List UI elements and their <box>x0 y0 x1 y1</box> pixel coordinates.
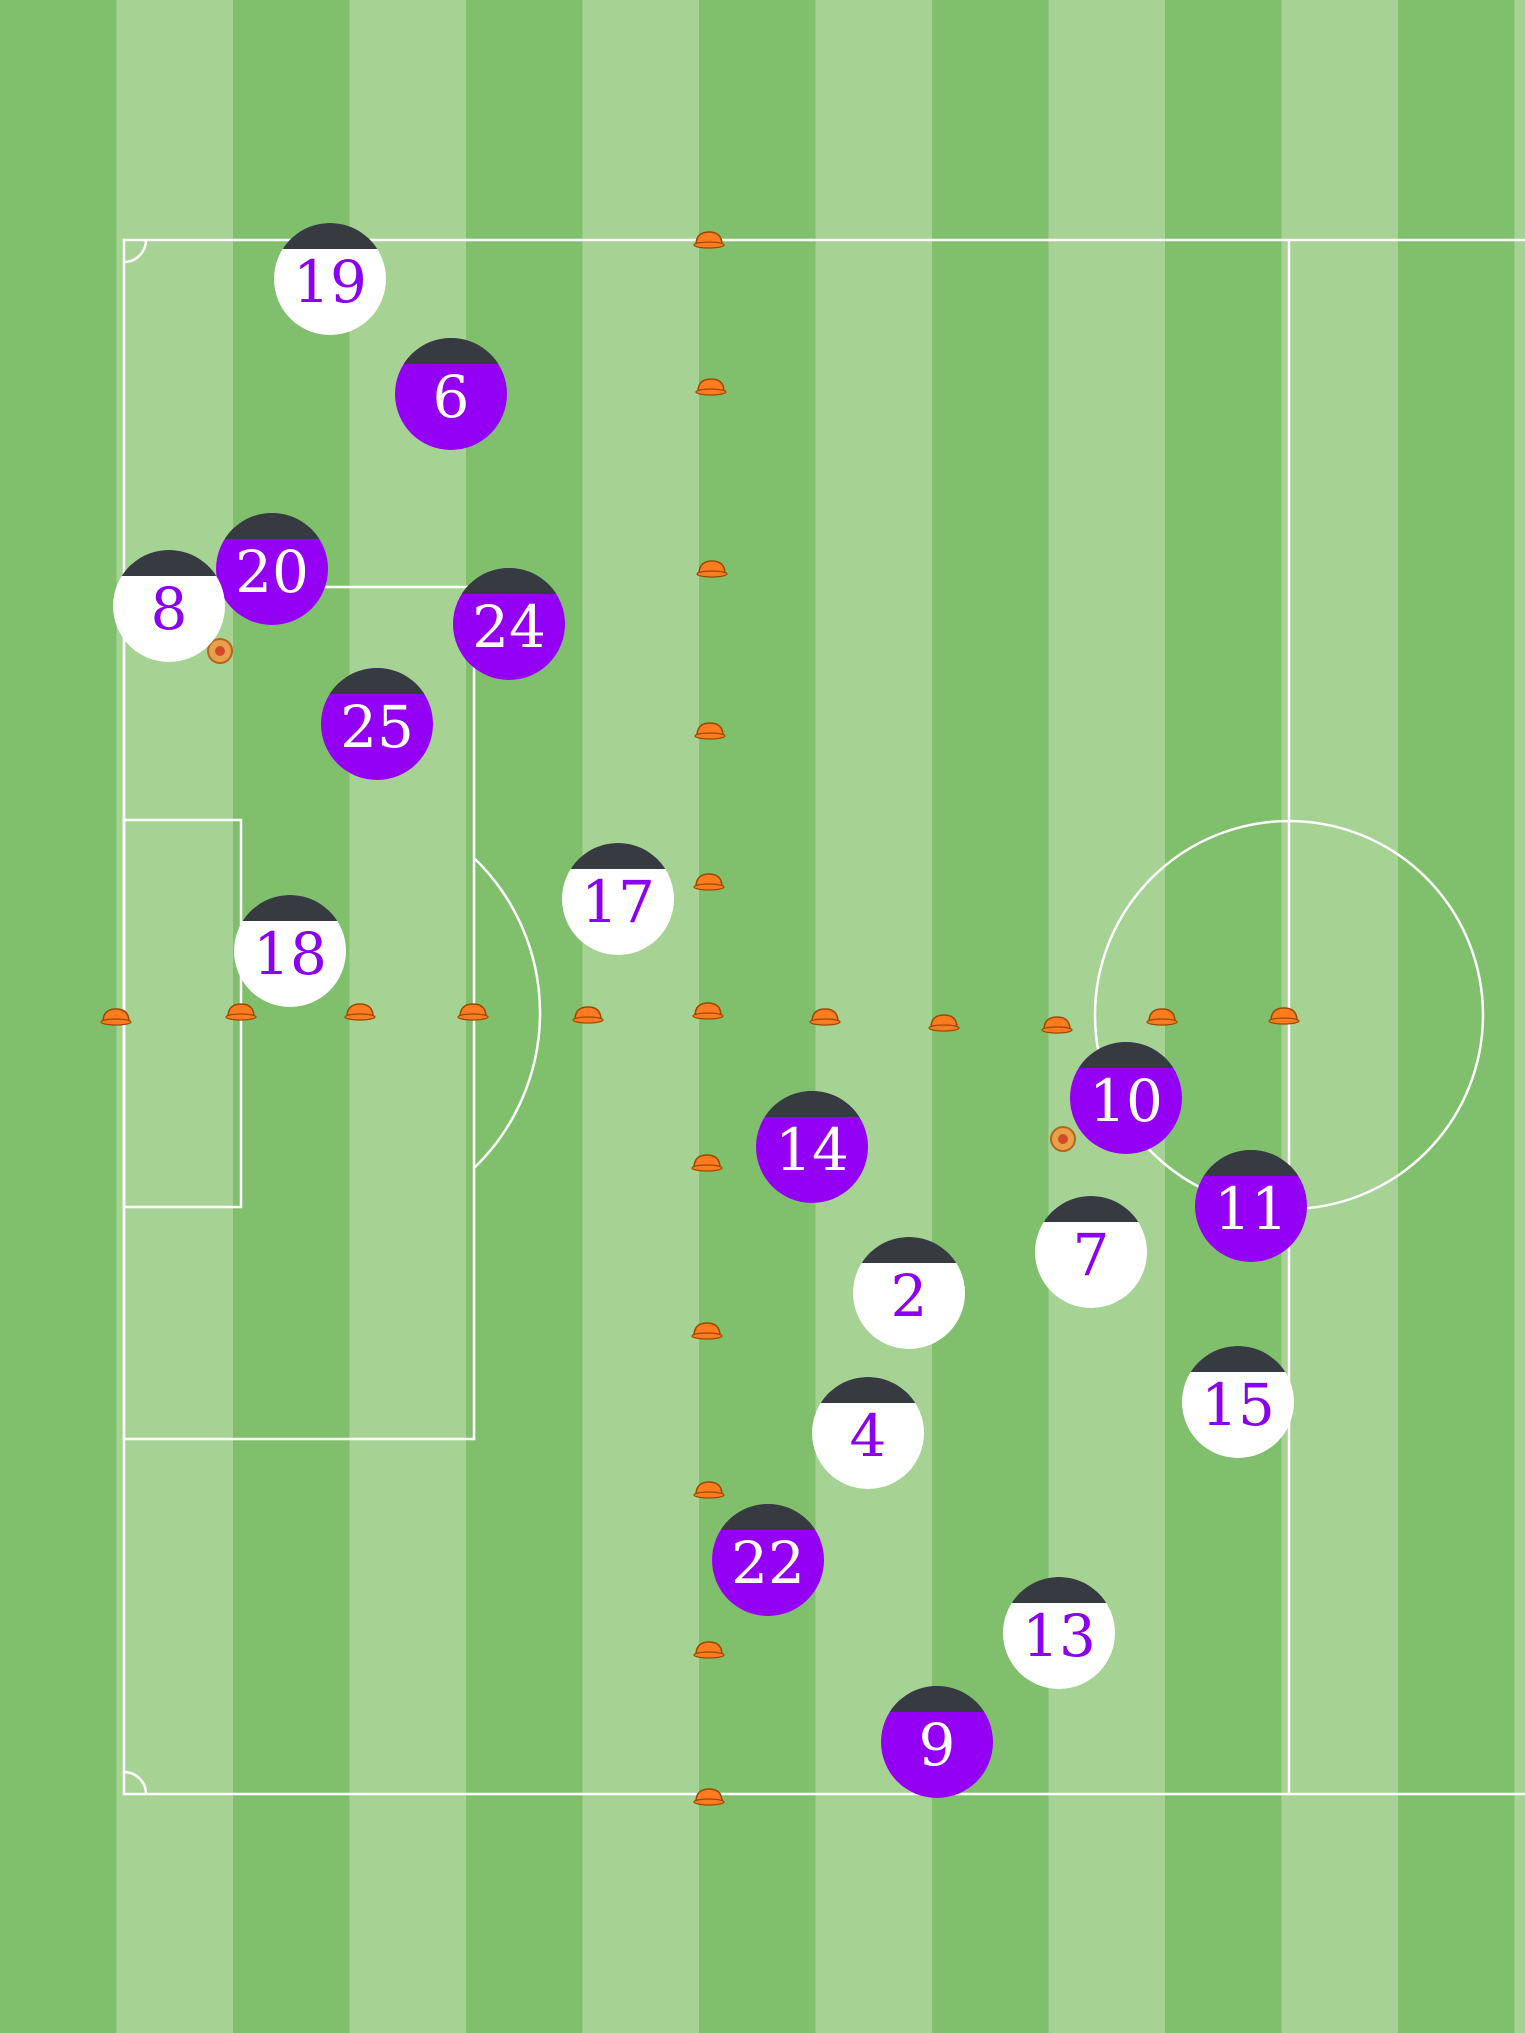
player-cap <box>242 895 338 921</box>
player-cap <box>1078 1042 1174 1068</box>
player-token[interactable]: 7 <box>1035 1195 1147 1308</box>
player-number: 25 <box>340 693 414 761</box>
player-token[interactable]: 13 <box>1003 1577 1115 1689</box>
cone-marker <box>1041 1016 1073 1034</box>
cone-marker <box>693 1481 725 1499</box>
player-cap <box>282 222 378 249</box>
cone-marker <box>696 560 728 578</box>
player-number: 9 <box>919 1711 956 1779</box>
cones-layer <box>100 231 1300 1806</box>
cone-marker <box>928 1014 960 1032</box>
player-number: 8 <box>151 575 188 643</box>
cone-marker <box>1146 1008 1178 1026</box>
player-token[interactable]: 22 <box>712 1504 824 1616</box>
player-token[interactable]: 11 <box>1195 1150 1307 1262</box>
player-number: 7 <box>1073 1221 1110 1289</box>
pitch-stripe <box>1281 0 1399 2033</box>
pitch-stripe <box>1514 0 1525 2033</box>
player-number: 20 <box>235 538 309 606</box>
player-number: 6 <box>433 363 470 431</box>
player-token[interactable]: 9 <box>881 1686 993 1798</box>
cone-marker <box>693 1788 725 1806</box>
player-cap <box>820 1376 916 1403</box>
player-token[interactable]: 17 <box>562 843 674 955</box>
cone-marker <box>693 1641 725 1659</box>
pitch-stripe <box>1398 0 1515 2033</box>
player-number: 18 <box>253 920 327 988</box>
player-cap <box>1190 1346 1286 1372</box>
player-token[interactable]: 20 <box>216 513 328 625</box>
balls-layer <box>207 638 1076 1152</box>
player-cap <box>889 1686 985 1712</box>
player-token[interactable]: 10 <box>1070 1042 1182 1154</box>
ball-icon <box>207 638 233 664</box>
player-cap <box>1043 1195 1139 1222</box>
cone-marker <box>225 1003 257 1021</box>
player-number: 24 <box>472 593 546 661</box>
player-cap <box>461 568 557 594</box>
player-token[interactable]: 19 <box>274 222 386 335</box>
ball-icon <box>1050 1126 1076 1152</box>
player-cap <box>570 843 666 869</box>
player-cap <box>329 668 425 694</box>
pitch-stripe <box>1165 0 1282 2033</box>
player-number: 17 <box>581 868 655 936</box>
player-cap <box>1011 1577 1107 1603</box>
player-cap <box>720 1504 816 1530</box>
player-cap <box>764 1091 860 1117</box>
player-number: 14 <box>775 1116 849 1184</box>
corner-arc-bottom <box>123 1770 148 1795</box>
cone-marker <box>809 1008 841 1026</box>
player-token[interactable]: 14 <box>756 1091 868 1203</box>
player-number: 22 <box>731 1529 805 1597</box>
player-cap <box>1203 1150 1299 1176</box>
cone-marker <box>692 1002 724 1020</box>
player-number: 10 <box>1089 1067 1163 1135</box>
player-cap <box>121 550 217 576</box>
player-number: 11 <box>1214 1175 1288 1243</box>
corner-arc-top <box>123 239 148 264</box>
cone-marker <box>694 722 726 740</box>
player-token[interactable]: 18 <box>234 895 346 1007</box>
player-number: 15 <box>1201 1371 1275 1439</box>
cone-marker <box>572 1006 604 1024</box>
player-number: 19 <box>293 248 367 316</box>
pitch-stripe <box>582 0 700 2033</box>
player-token[interactable]: 15 <box>1182 1346 1294 1458</box>
player-token[interactable]: 24 <box>453 568 565 680</box>
player-number: 4 <box>850 1402 887 1470</box>
penalty-arc <box>473 857 542 1169</box>
player-token[interactable]: 2 <box>853 1236 965 1349</box>
cone-marker <box>695 378 727 396</box>
cone-marker <box>691 1154 723 1172</box>
cone-marker <box>344 1003 376 1021</box>
player-cap <box>861 1236 957 1263</box>
player-cap <box>224 513 320 539</box>
player-token[interactable]: 8 <box>113 550 225 662</box>
player-cap <box>403 338 499 364</box>
cone-marker <box>457 1003 489 1021</box>
player-token[interactable]: 4 <box>812 1376 924 1489</box>
cone-marker <box>1268 1007 1300 1025</box>
cone-marker <box>693 231 725 249</box>
player-token[interactable]: 6 <box>395 338 507 450</box>
pitch-stripe <box>116 0 234 2033</box>
pitch-stripe <box>0 0 117 2033</box>
cone-marker <box>691 1322 723 1340</box>
cone-marker <box>100 1008 132 1026</box>
player-number: 2 <box>891 1262 928 1330</box>
player-number: 13 <box>1022 1602 1096 1670</box>
pitch-stripe <box>1048 0 1166 2033</box>
cone-marker <box>693 873 725 891</box>
player-token[interactable]: 25 <box>321 668 433 780</box>
